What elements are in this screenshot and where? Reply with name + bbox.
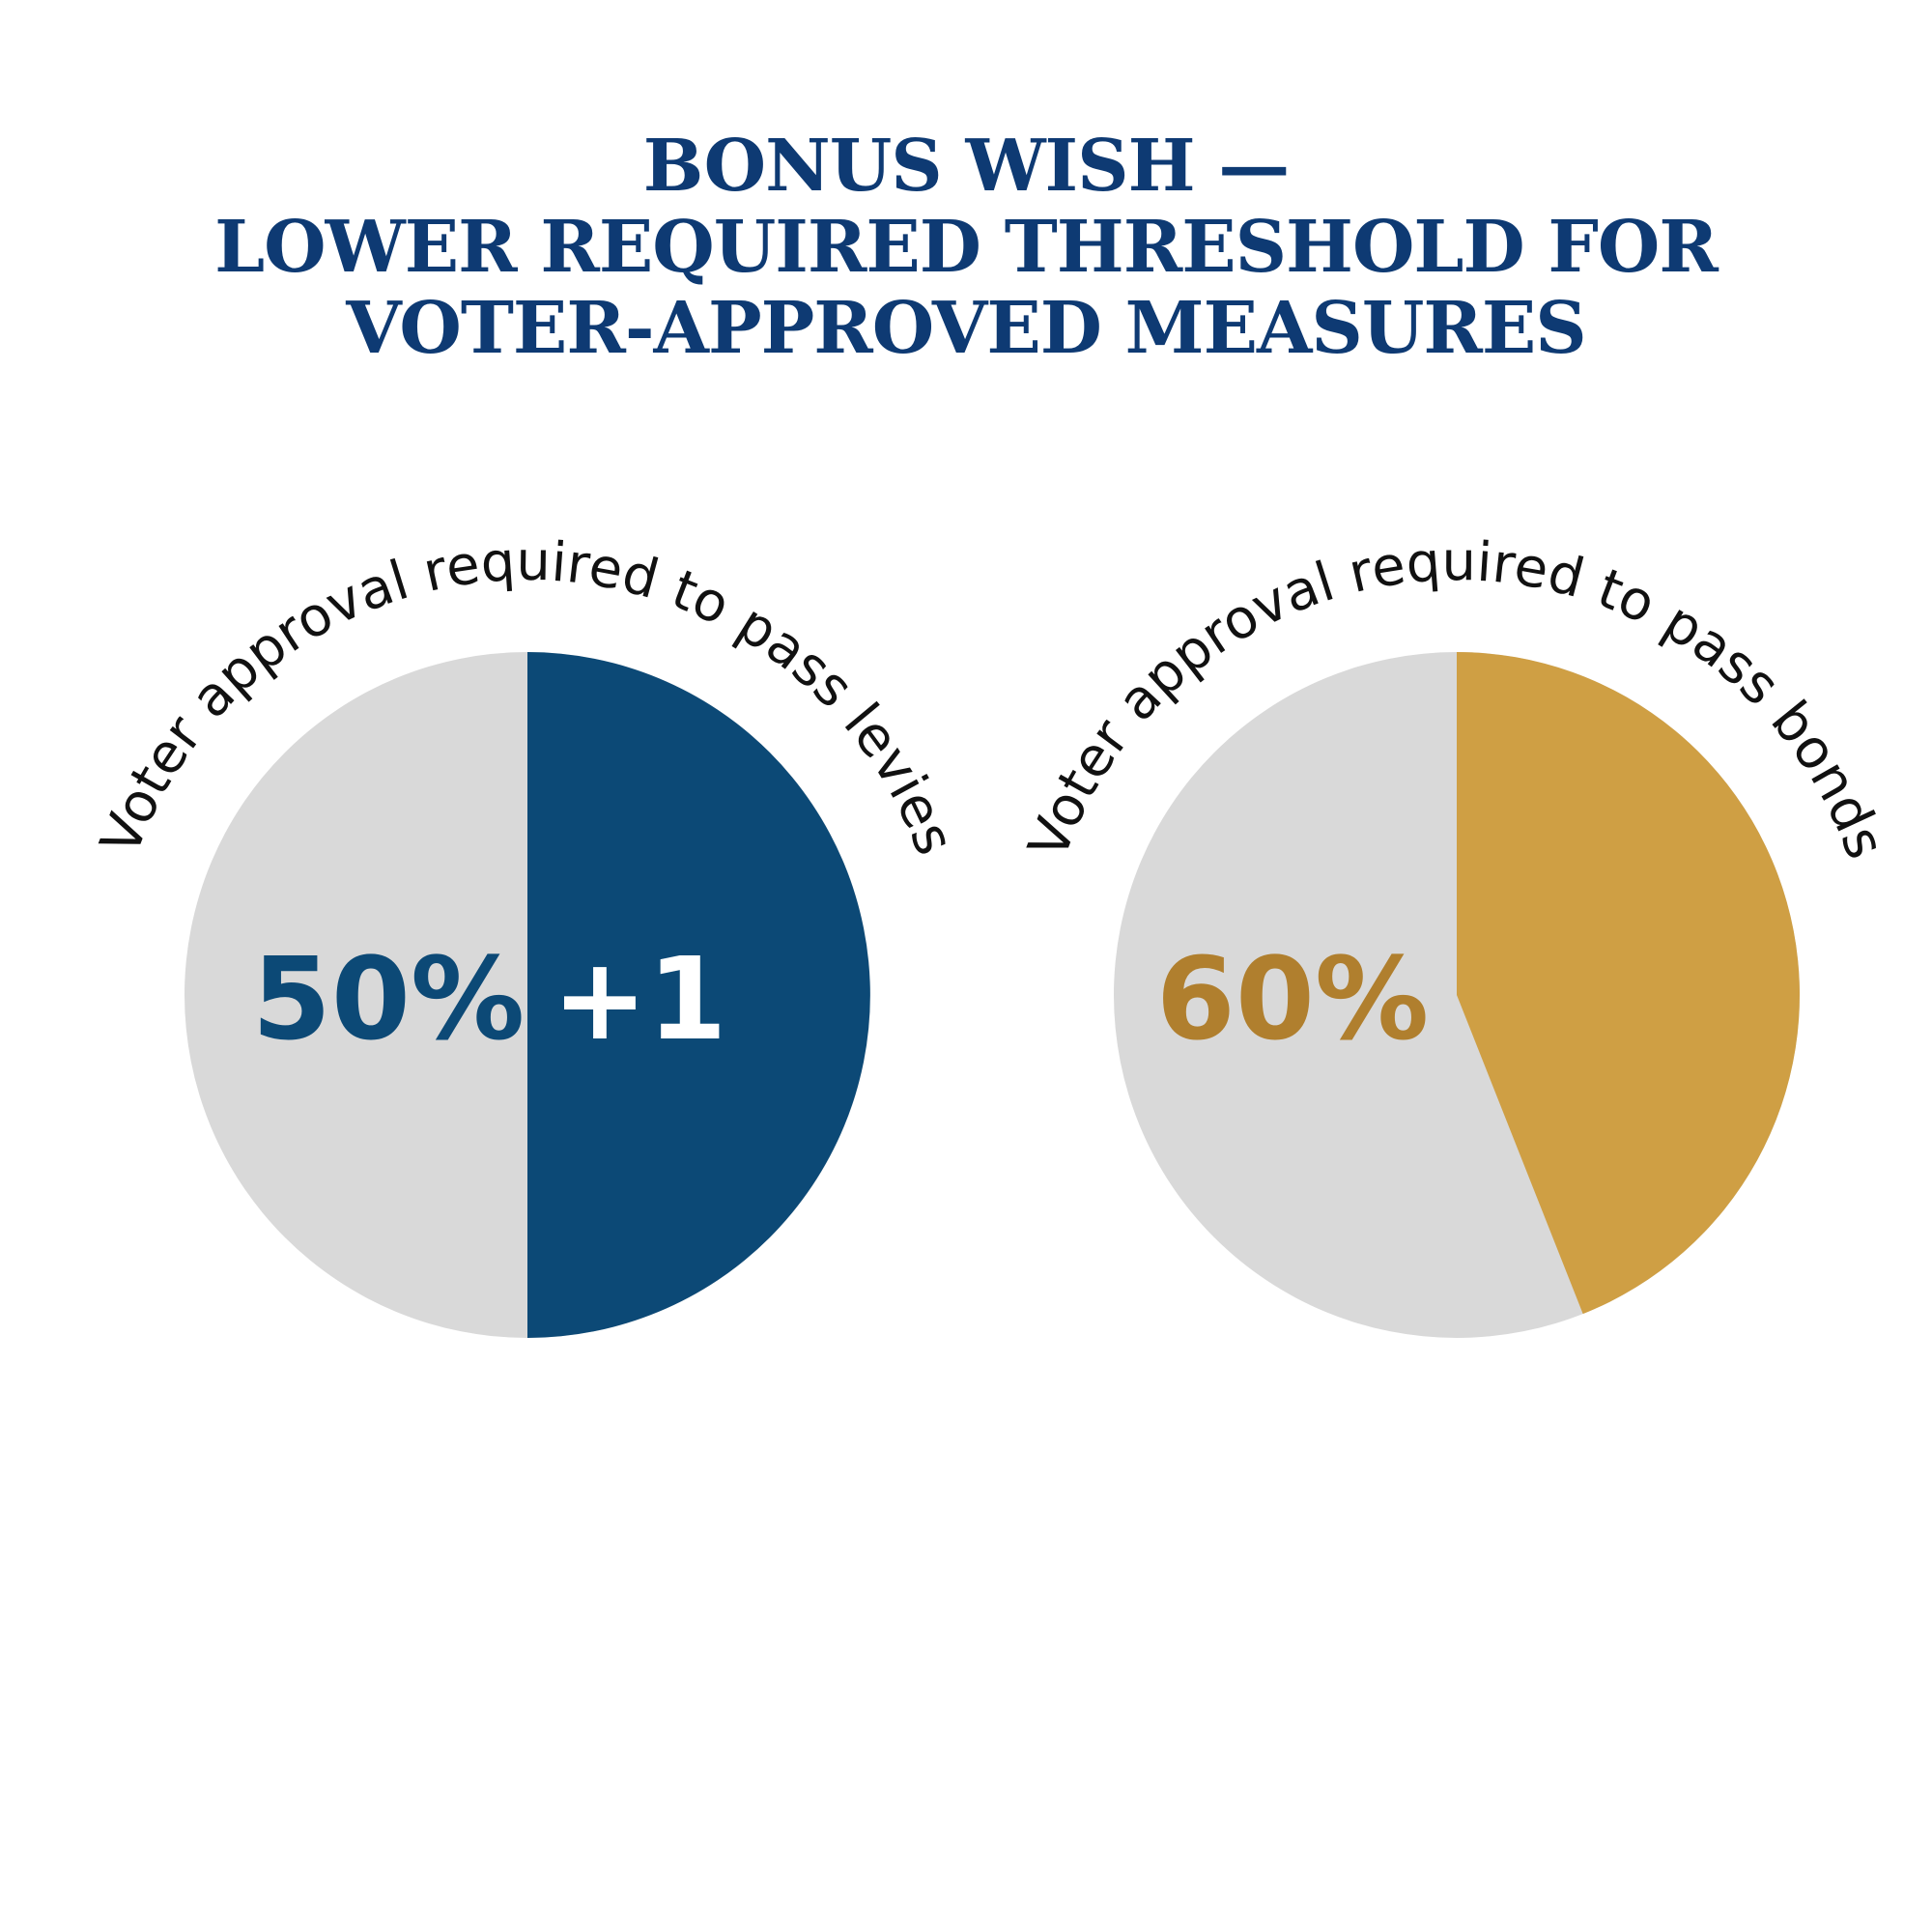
pie1-label-right: +1 [553,932,727,1065]
page-title: BONUS WISH — LOWER REQUIRED THRESHOLD FO… [0,126,1932,369]
pie-chart-bonds: Voter approval required to pass bonds 60… [1017,530,1896,1338]
title-line-1: BONUS WISH — [642,125,1291,208]
pie1-levy-slice [527,652,870,1338]
title-line-2: LOWER REQUIRED THRESHOLD FOR [214,206,1719,289]
pie1-label-left: 50% [252,932,525,1065]
pie2-bond-slice [1457,652,1800,1315]
pie2-label-left: 60% [1156,932,1429,1065]
title-line-3: VOTER-APPROVED MEASURES [346,287,1586,370]
pie-chart-levies: Voter approval required to pass levies 5… [89,530,966,1338]
